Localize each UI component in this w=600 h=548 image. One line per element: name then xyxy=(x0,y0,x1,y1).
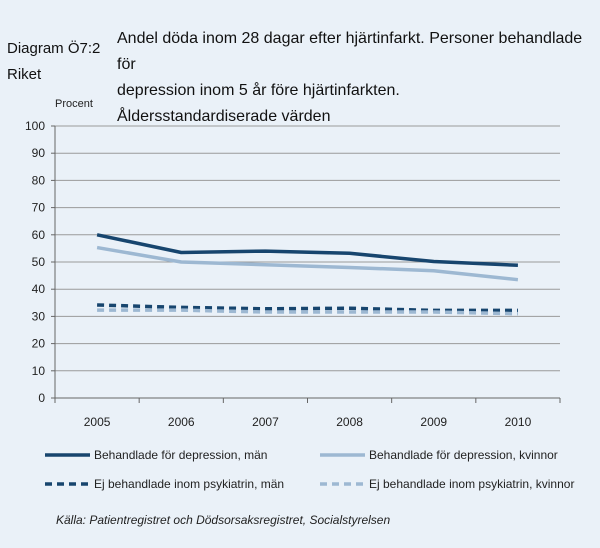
chart-title: Andel döda inom 28 dagar efter hjärtinfa… xyxy=(117,26,593,130)
series-line-3 xyxy=(97,303,518,313)
y-tick-label-100: 100 xyxy=(25,119,45,133)
chart-title-line-1: Andel döda inom 28 dagar efter hjärtinfa… xyxy=(117,30,583,73)
y-tick-label-60: 60 xyxy=(32,228,46,242)
y-tick-label-80: 80 xyxy=(32,173,46,187)
series-line-4 xyxy=(97,308,518,316)
y-axis-ticks: 0 10 20 30 40 50 60 70 80 90 100 xyxy=(25,119,55,405)
y-tick-label-70: 70 xyxy=(32,201,46,215)
x-tick-label-2008: 2008 xyxy=(336,415,363,429)
x-tick-label-2009: 2009 xyxy=(420,415,447,429)
series-lines xyxy=(96,233,519,316)
x-tick-label-2010: 2010 xyxy=(505,415,532,429)
y-tick-label-0: 0 xyxy=(38,391,45,405)
series-line-1 xyxy=(96,233,518,268)
chart-title-line-3: Åldersstandardiserade värden xyxy=(117,108,331,125)
diagram-number: Diagram Ö7:2 xyxy=(7,40,101,57)
diagram-region: Riket xyxy=(7,66,42,83)
legend-label-3: Ej behandlade inom psykiatrin, män xyxy=(94,477,284,491)
y-axis-label: Procent xyxy=(55,98,93,110)
chart-title-line-2: depression inom 5 år före hjärtinfarkten… xyxy=(117,82,400,99)
y-tick-label-50: 50 xyxy=(32,255,46,269)
legend-label-1: Behandlade för depression, män xyxy=(94,448,267,462)
x-axis-ticks: 2005 2006 2007 2008 2009 2010 xyxy=(54,398,561,429)
legend-label-2: Behandlade för depression, kvinnor xyxy=(369,448,558,462)
y-tick-label-30: 30 xyxy=(32,309,46,323)
source-note: Källa: Patientregistret och Dödsorsaksre… xyxy=(56,513,391,527)
x-tick-label-2007: 2007 xyxy=(252,415,279,429)
y-tick-label-10: 10 xyxy=(32,364,46,378)
x-tick-label-2006: 2006 xyxy=(168,415,195,429)
legend: Behandlade för depression, män Behandlade… xyxy=(45,448,574,491)
y-tick-label-40: 40 xyxy=(32,282,46,296)
x-tick-label-2005: 2005 xyxy=(84,415,111,429)
diagram-label: Diagram Ö7:2 Riket xyxy=(7,36,100,88)
y-tick-label-20: 20 xyxy=(32,337,46,351)
legend-label-4: Ej behandlade inom psykiatrin, kvinnor xyxy=(369,477,574,491)
series-line-2 xyxy=(96,245,519,282)
y-tick-label-90: 90 xyxy=(32,146,46,160)
